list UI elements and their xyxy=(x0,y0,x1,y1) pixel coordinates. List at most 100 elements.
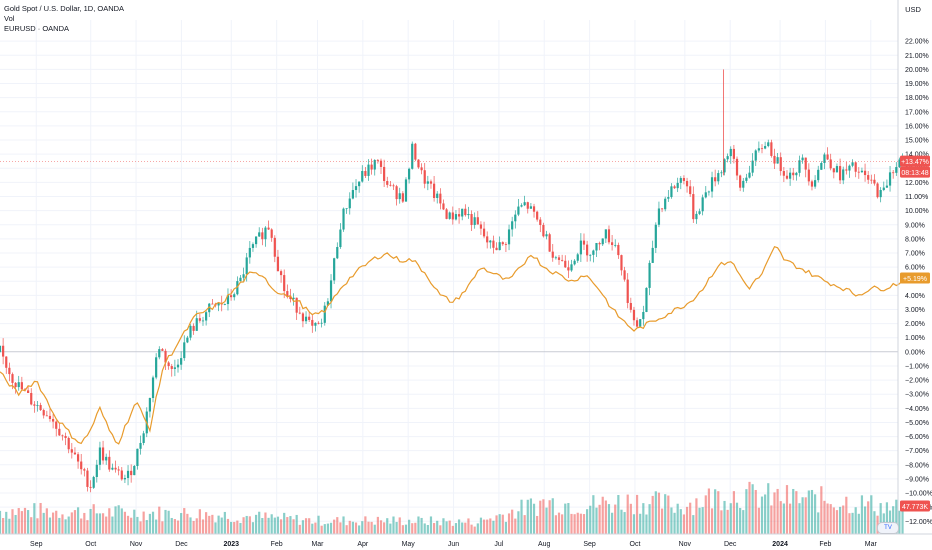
candle-body xyxy=(189,325,192,338)
volume-bar xyxy=(514,518,517,534)
volume-bar xyxy=(845,496,848,534)
volume-bar xyxy=(379,520,383,534)
candle-body xyxy=(379,160,383,167)
y-tick-label: 10.00% xyxy=(905,208,929,215)
volume-bar xyxy=(239,522,242,534)
candle-body xyxy=(639,319,642,327)
x-tick-label: 2024 xyxy=(772,541,788,548)
candle-body xyxy=(167,362,170,367)
eurusd-last-badge: +5.19% xyxy=(903,276,927,283)
volume-bar xyxy=(595,507,598,534)
volume-bar xyxy=(45,508,48,534)
volume-bar xyxy=(289,516,292,534)
candle-body xyxy=(273,237,276,257)
candle-body xyxy=(30,392,33,405)
volume-bar xyxy=(642,503,645,534)
volume-bar xyxy=(83,512,86,534)
y-tick-label: 15.00% xyxy=(905,138,929,145)
candle-body xyxy=(448,212,451,219)
candle-body xyxy=(720,172,723,174)
volume-bar xyxy=(76,507,80,534)
volume-bar xyxy=(223,511,226,534)
volume-bar xyxy=(354,522,358,534)
volume-bar xyxy=(142,511,145,534)
candle-body xyxy=(170,366,173,369)
volume-bar xyxy=(739,507,742,534)
candle-body xyxy=(789,172,792,179)
volume-bar xyxy=(879,503,882,534)
legend-compare[interactable]: EURUSD · OANDA xyxy=(4,24,70,33)
volume-bar xyxy=(155,519,158,534)
volume-bar xyxy=(611,512,614,534)
volume-bar xyxy=(279,519,283,534)
currency-button[interactable]: USD xyxy=(905,5,921,14)
volume-bar xyxy=(180,513,183,534)
candle-body xyxy=(108,456,111,470)
volume-bar xyxy=(139,521,142,534)
candle-body xyxy=(151,377,155,399)
gold-candles xyxy=(0,69,904,493)
volume-bar xyxy=(242,517,245,534)
volume-bar xyxy=(158,506,161,534)
volume-bar xyxy=(770,505,773,534)
candle-body xyxy=(117,469,120,471)
volume-bar xyxy=(173,519,176,534)
candle-body xyxy=(14,382,17,388)
candle-body xyxy=(595,242,598,251)
volume-bar xyxy=(885,502,889,534)
volume-bar xyxy=(745,489,748,534)
tradingview-logo-icon[interactable]: TV xyxy=(877,522,899,534)
y-tick-label: −5.00% xyxy=(905,420,929,427)
candle-body xyxy=(667,197,670,199)
volume-bar xyxy=(423,523,426,534)
volume-bar xyxy=(507,513,511,534)
candle-body xyxy=(695,213,698,220)
volume-bar xyxy=(838,506,842,534)
volume-bar xyxy=(73,510,77,534)
volume-bar xyxy=(233,521,236,534)
volume-bar xyxy=(620,509,623,534)
candle-body xyxy=(482,228,486,237)
candle-body xyxy=(710,177,714,192)
candle-body xyxy=(601,238,604,245)
volume-bars xyxy=(0,481,904,534)
legend-main[interactable]: Gold Spot / U.S. Dollar, 1D, OANDA xyxy=(4,4,125,13)
candle-body xyxy=(376,160,379,161)
volume-bar xyxy=(551,498,554,534)
volume-last-badge-bg xyxy=(900,500,930,512)
candle-body xyxy=(89,486,92,488)
volume-bar xyxy=(832,507,835,534)
candle-body xyxy=(226,295,230,305)
candle-body xyxy=(261,232,264,240)
volume-bar xyxy=(108,508,111,534)
volume-bar xyxy=(798,503,801,534)
legend-vol[interactable]: Vol xyxy=(4,14,15,23)
candle-body xyxy=(495,247,498,251)
volume-bar xyxy=(126,515,130,534)
volume-bar xyxy=(576,512,579,534)
candle-body xyxy=(857,171,860,173)
volume-bar xyxy=(717,491,720,534)
candle-body xyxy=(676,182,679,189)
candle-body xyxy=(114,467,117,470)
candle-body xyxy=(757,148,760,151)
volume-bar xyxy=(304,518,308,534)
volume-bar xyxy=(30,517,33,534)
candle-body xyxy=(457,214,461,217)
volume-bar xyxy=(639,513,642,534)
volume-bar xyxy=(561,514,564,534)
candle-body xyxy=(308,316,311,320)
candle-body xyxy=(876,183,879,198)
candle-body xyxy=(205,312,208,321)
candle-body xyxy=(517,206,520,215)
volume-bar xyxy=(757,507,760,534)
volume-bar xyxy=(695,498,698,534)
x-tick-label: Sep xyxy=(583,541,596,548)
volume-bar xyxy=(164,509,167,534)
y-tick-label: 7.00% xyxy=(905,250,925,257)
candle-body xyxy=(817,169,820,181)
candle-body xyxy=(726,156,729,160)
x-tick-label: May xyxy=(402,541,416,548)
y-tick-label: 2.00% xyxy=(905,321,925,328)
